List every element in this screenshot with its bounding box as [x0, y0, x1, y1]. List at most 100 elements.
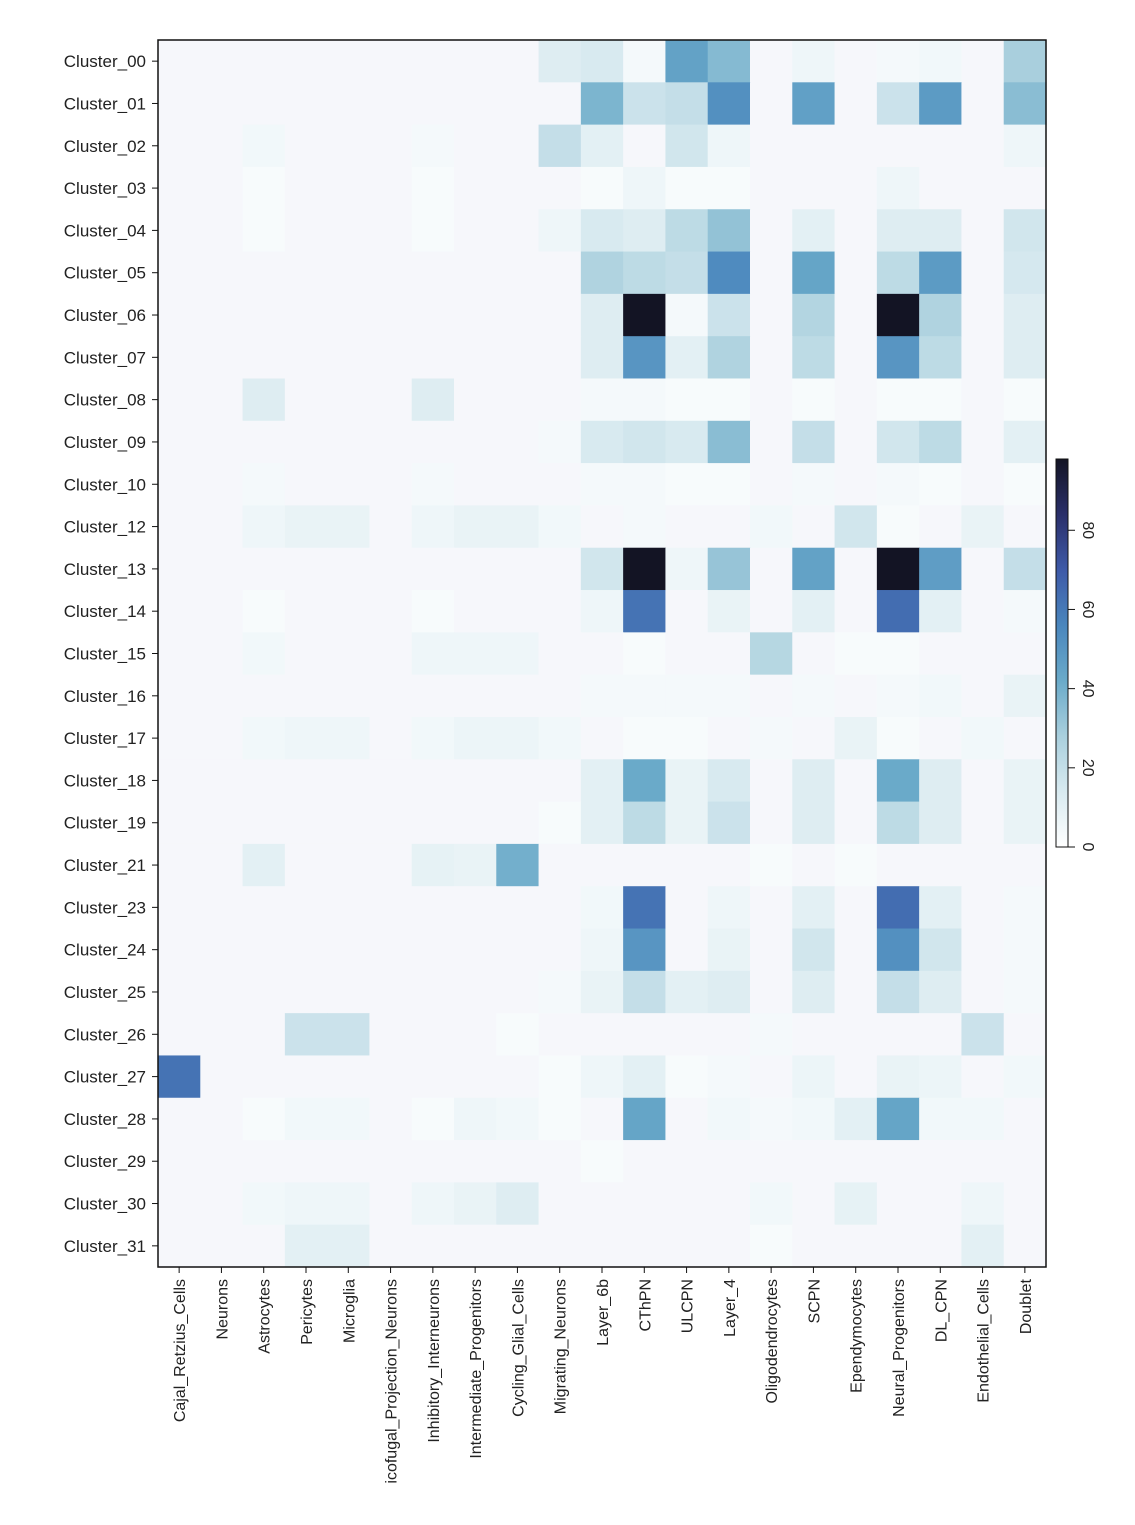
- heatmap-cell: [538, 801, 582, 845]
- heatmap-cell: [961, 801, 1005, 845]
- heatmap-cell: [200, 674, 244, 718]
- heatmap-cell: [707, 547, 751, 591]
- row-label: Cluster_06: [64, 306, 146, 325]
- heatmap-cell: [242, 166, 286, 210]
- heatmap-cell: [369, 420, 413, 464]
- heatmap-cell: [707, 40, 751, 83]
- heatmap-cell: [242, 293, 286, 337]
- heatmap-cell: [1003, 547, 1047, 591]
- heatmap-cell: [284, 716, 328, 760]
- heatmap-cell: [792, 82, 836, 126]
- heatmap-cell: [454, 251, 497, 295]
- heatmap-cell: [496, 547, 540, 591]
- heatmap-cell: [158, 420, 201, 464]
- heatmap-cell: [538, 293, 582, 337]
- heatmap-cell: [876, 928, 920, 972]
- heatmap-cell: [876, 209, 920, 253]
- heatmap-cell: [200, 843, 244, 887]
- heatmap-cell: [454, 1097, 497, 1141]
- heatmap-cell: [158, 759, 201, 803]
- heatmap-cell: [919, 1097, 963, 1141]
- colorbar-tick-label: 60: [1079, 601, 1096, 619]
- heatmap-cell: [369, 378, 413, 422]
- heatmap-cell: [792, 759, 836, 803]
- heatmap-cell: [411, 166, 455, 210]
- heatmap-cell: [750, 1097, 793, 1141]
- heatmap-cell: [750, 1013, 793, 1057]
- heatmap-cell: [876, 1097, 920, 1141]
- heatmap-cell: [454, 632, 497, 676]
- heatmap-cell: [327, 293, 371, 337]
- heatmap-cell: [961, 1097, 1005, 1141]
- heatmap-cell: [454, 928, 497, 972]
- column-label: Cycling_Glial_Cells: [510, 1279, 527, 1417]
- heatmap-cell: [411, 886, 455, 930]
- heatmap-cell: [496, 40, 540, 83]
- heatmap-cell: [1003, 336, 1047, 380]
- heatmap-cell: [327, 759, 371, 803]
- heatmap-cell: [707, 336, 751, 380]
- heatmap-cell: [369, 970, 413, 1014]
- row-label: Cluster_18: [64, 771, 146, 790]
- heatmap-cell: [538, 1013, 582, 1057]
- heatmap-cell: [411, 251, 455, 295]
- heatmap-cell: [580, 1013, 624, 1057]
- heatmap-cell: [284, 166, 328, 210]
- row-label: Cluster_27: [64, 1068, 146, 1087]
- heatmap-cell: [158, 801, 201, 845]
- heatmap-cell: [623, 632, 667, 676]
- heatmap-cell: [961, 632, 1005, 676]
- heatmap-cell: [411, 801, 455, 845]
- heatmap-cell: [580, 463, 624, 507]
- heatmap-cell: [834, 40, 878, 83]
- heatmap-cell: [538, 928, 582, 972]
- heatmap-cell: [919, 590, 963, 633]
- heatmap-cell: [707, 843, 751, 887]
- heatmap-cell: [707, 251, 751, 295]
- heatmap-cell: [200, 40, 244, 83]
- heatmap-cell: [496, 1013, 540, 1057]
- heatmap-cell: [580, 40, 624, 83]
- heatmap-cell: [792, 293, 836, 337]
- heatmap-cell: [369, 1097, 413, 1141]
- heatmap-cell: [665, 82, 709, 126]
- heatmap-cell: [327, 463, 371, 507]
- heatmap-cell: [284, 420, 328, 464]
- heatmap-cell: [200, 716, 244, 760]
- heatmap-cell: [454, 590, 497, 633]
- heatmap-cell: [242, 632, 286, 676]
- heatmap-cell: [580, 1140, 624, 1183]
- row-label: Cluster_15: [64, 645, 146, 664]
- row-label: Cluster_05: [64, 264, 146, 283]
- heatmap-cell: [961, 1013, 1005, 1057]
- heatmap-cell: [961, 505, 1005, 549]
- heatmap-cell: [158, 1140, 201, 1183]
- heatmap-cell: [1003, 1055, 1047, 1099]
- heatmap-cell: [284, 336, 328, 380]
- column-label: Layer_4: [722, 1279, 739, 1337]
- heatmap-cell: [623, 40, 667, 83]
- heatmap-cell: [834, 293, 878, 337]
- heatmap-cell: [496, 209, 540, 253]
- heatmap-cell: [961, 1140, 1005, 1183]
- heatmap-cell: [750, 716, 793, 760]
- heatmap-cell: [496, 970, 540, 1014]
- heatmap-cell: [834, 1013, 878, 1057]
- heatmap-cell: [834, 547, 878, 591]
- row-label: Cluster_21: [64, 856, 146, 875]
- heatmap-cell: [665, 886, 709, 930]
- heatmap-cell: [242, 547, 286, 591]
- heatmap-cell: [792, 463, 836, 507]
- column-label: Doublet: [1018, 1278, 1035, 1334]
- heatmap-cell: [665, 40, 709, 83]
- heatmap-cell: [665, 336, 709, 380]
- heatmap-cell: [1003, 759, 1047, 803]
- heatmap-cell: [623, 674, 667, 718]
- heatmap-cell: [538, 82, 582, 126]
- heatmap-cell: [919, 928, 963, 972]
- heatmap-cell: [834, 378, 878, 422]
- heatmap-cell: [327, 928, 371, 972]
- heatmap-cell: [961, 843, 1005, 887]
- heatmap-cell: [580, 716, 624, 760]
- heatmap-cell: [369, 1055, 413, 1099]
